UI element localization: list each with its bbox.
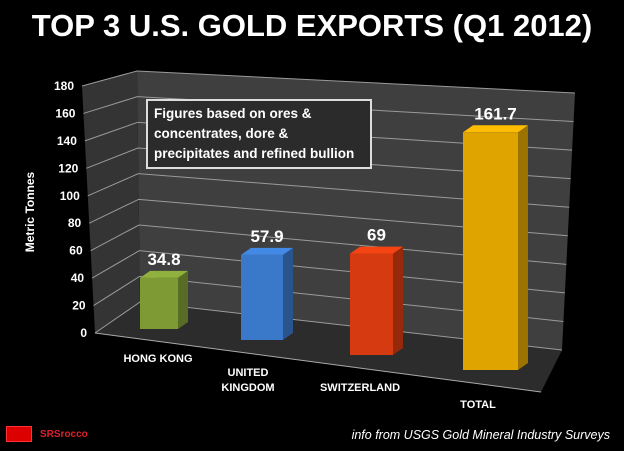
source-note: info from USGS Gold Mineral Industry Sur…: [351, 428, 610, 442]
bar-top: [463, 125, 528, 133]
logo-text: SRSrocco: [40, 428, 88, 440]
bar-top: [140, 270, 188, 278]
y-tick-label: 120: [58, 161, 78, 175]
bar-side: [283, 247, 293, 340]
data-label: 69: [367, 226, 386, 245]
y-tick-label: 0: [80, 326, 87, 340]
y-tick-label: 60: [69, 244, 83, 258]
y-tick-label: 160: [55, 106, 75, 120]
data-label: 34.8: [147, 250, 180, 269]
y-tick-label: 180: [54, 79, 74, 93]
bar-side: [393, 246, 403, 355]
gridline: [87, 173, 570, 208]
gridline: [89, 198, 568, 237]
y-tick-label: 100: [60, 189, 80, 203]
y-tick-label: 80: [68, 216, 82, 230]
annotation-box: Figures based on ores & concentrates, do…: [146, 99, 372, 169]
y-axis-label: Metric Tonnes: [23, 171, 37, 252]
floor: [95, 302, 562, 392]
bar-top: [241, 247, 293, 255]
y-tick-label: 20: [72, 299, 86, 313]
bar: [463, 132, 518, 370]
x-tick-label: UNITED: [228, 367, 269, 379]
x-tick-label: TOTAL: [460, 399, 496, 411]
gridline: [86, 147, 571, 180]
chart-title: TOP 3 U.S. GOLD EXPORTS (Q1 2012): [31, 8, 593, 43]
logo: SRSrocco: [6, 426, 88, 442]
gridline: [90, 224, 567, 265]
gridline: [84, 121, 573, 151]
data-label: 57.9: [250, 227, 283, 246]
logo-badge-icon: [6, 426, 32, 442]
y-tick-label: 40: [71, 271, 85, 285]
bar: [350, 253, 393, 355]
side-wall: [82, 71, 140, 333]
bar: [140, 277, 178, 329]
bar-top: [350, 246, 403, 254]
gridline: [93, 275, 564, 322]
gridline: [83, 96, 574, 123]
x-axis-line: [94, 332, 542, 393]
bar-side: [518, 125, 528, 371]
bar: [241, 254, 283, 340]
y-tick-label: 140: [57, 134, 77, 148]
data-label: 161.7: [474, 104, 517, 123]
x-tick-label: SWITZERLAND: [320, 382, 400, 394]
bar-side: [178, 270, 188, 329]
x-tick-label: HONG KONG: [123, 353, 192, 365]
gridline: [81, 70, 576, 94]
x-tick-label: KINGDOM: [221, 382, 274, 394]
gridline: [91, 250, 565, 294]
